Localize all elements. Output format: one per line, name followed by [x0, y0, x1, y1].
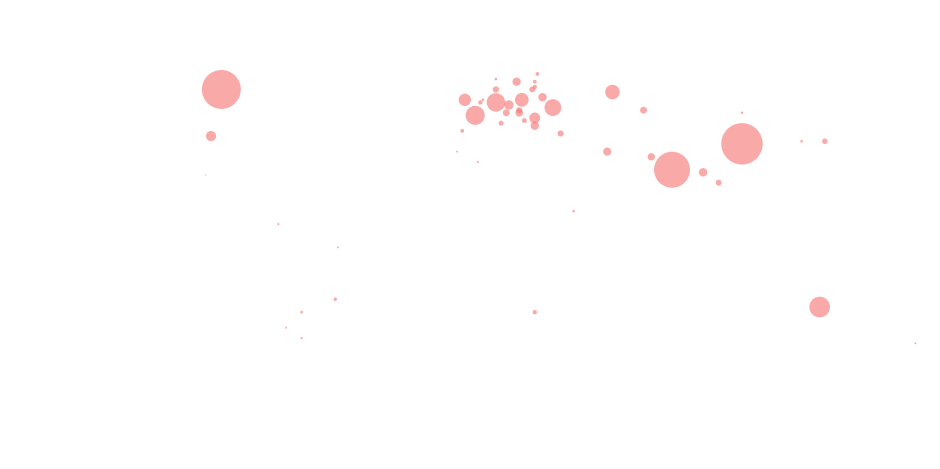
Circle shape	[640, 107, 647, 113]
Circle shape	[487, 93, 505, 112]
Circle shape	[809, 297, 830, 318]
Circle shape	[516, 107, 523, 113]
Circle shape	[533, 80, 537, 83]
Circle shape	[461, 129, 464, 133]
Circle shape	[465, 106, 485, 125]
Circle shape	[493, 86, 499, 92]
Circle shape	[477, 161, 478, 163]
Circle shape	[456, 151, 458, 152]
Circle shape	[498, 121, 504, 126]
Circle shape	[654, 152, 690, 188]
Circle shape	[285, 327, 287, 329]
Circle shape	[648, 153, 655, 160]
Circle shape	[515, 109, 523, 117]
Circle shape	[334, 297, 337, 301]
Circle shape	[512, 77, 521, 86]
Circle shape	[544, 99, 561, 116]
Circle shape	[536, 72, 540, 76]
Circle shape	[822, 138, 827, 144]
Circle shape	[539, 93, 547, 101]
Circle shape	[529, 87, 535, 92]
Circle shape	[277, 223, 279, 225]
Circle shape	[533, 310, 537, 314]
Circle shape	[478, 100, 482, 105]
Circle shape	[300, 311, 303, 314]
Circle shape	[515, 93, 528, 106]
Circle shape	[741, 112, 744, 114]
Circle shape	[503, 109, 509, 116]
Circle shape	[481, 98, 484, 101]
Circle shape	[202, 70, 241, 109]
Circle shape	[915, 342, 916, 344]
Circle shape	[699, 168, 707, 176]
Circle shape	[522, 118, 526, 123]
Circle shape	[301, 337, 303, 339]
Circle shape	[530, 121, 539, 130]
Circle shape	[206, 131, 216, 141]
Circle shape	[721, 123, 762, 165]
Circle shape	[459, 94, 471, 106]
Circle shape	[529, 113, 540, 123]
Circle shape	[205, 174, 207, 175]
Circle shape	[715, 180, 722, 186]
Circle shape	[605, 85, 619, 99]
Circle shape	[557, 130, 564, 136]
Circle shape	[603, 148, 611, 156]
Circle shape	[533, 85, 537, 89]
Circle shape	[494, 78, 497, 80]
Circle shape	[800, 140, 803, 143]
Circle shape	[504, 100, 513, 110]
Circle shape	[337, 247, 338, 249]
Circle shape	[572, 210, 575, 212]
